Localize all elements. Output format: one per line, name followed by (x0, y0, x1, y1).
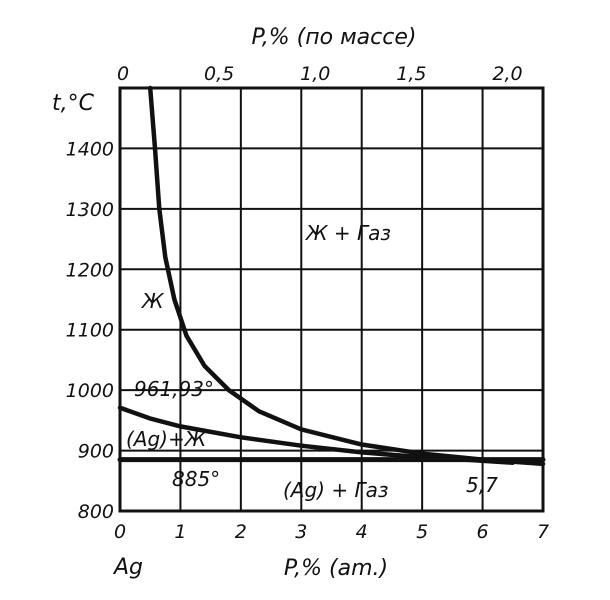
bottom-axis-title: P,% (am.) (284, 556, 388, 581)
liquidus-curve (147, 85, 546, 467)
x-top-tick-label: 0 (117, 63, 129, 85)
region-liquid: Ж (140, 289, 165, 313)
y-tick-label: 1200 (66, 259, 114, 281)
phase-curves (117, 85, 546, 467)
x-top-tick-label: 2,0 (492, 63, 522, 85)
x-bottom-tick-label: 3 (295, 521, 307, 543)
y-tick-label: 1000 (66, 380, 114, 402)
y-axis-title: t,°C (52, 91, 95, 116)
melting-point-label: 961,93° (134, 377, 214, 401)
top-axis-title: P,% (по массе) (252, 25, 417, 50)
y-tick-label: 1400 (66, 138, 114, 160)
x-bottom-tick-label: 1 (174, 521, 186, 543)
x-top-tick-label: 0,5 (204, 63, 234, 85)
plot-frame (118, 86, 545, 513)
y-tick-label: 900 (78, 441, 114, 463)
x-bottom-tick-label: 7 (537, 521, 549, 543)
eutectic-temp-label: 885° (172, 467, 220, 491)
x-bottom-tick-label: 4 (356, 521, 368, 543)
y-tick-label: 1100 (66, 320, 114, 342)
eutectic-comp-label: 5,7 (466, 473, 498, 497)
x-bottom-tick-label: 5 (416, 521, 428, 543)
y-tick-label: 1300 (66, 199, 114, 221)
x-bottom-tick-label: 6 (477, 521, 489, 543)
region-solid-liquid: (Ag)+Ж (126, 427, 208, 451)
grid (120, 88, 543, 511)
element-label: Ag (112, 555, 143, 580)
x-top-tick-label: 1,0 (300, 63, 330, 85)
x-top-tick-label: 1,5 (396, 63, 426, 85)
tick-labels: 0 1 2 3 4 5 6 7 0 0,5 1,0 1,5 2,0 800 900 1000 1100 1200 1… (66, 63, 549, 543)
x-bottom-tick-label: 0 (114, 521, 126, 543)
y-tick-label: 800 (78, 501, 114, 523)
region-solid-gas: (Ag) + Газ (283, 478, 389, 502)
region-liquid-gas: Ж + Газ (304, 221, 391, 245)
x-bottom-tick-label: 2 (235, 521, 247, 543)
